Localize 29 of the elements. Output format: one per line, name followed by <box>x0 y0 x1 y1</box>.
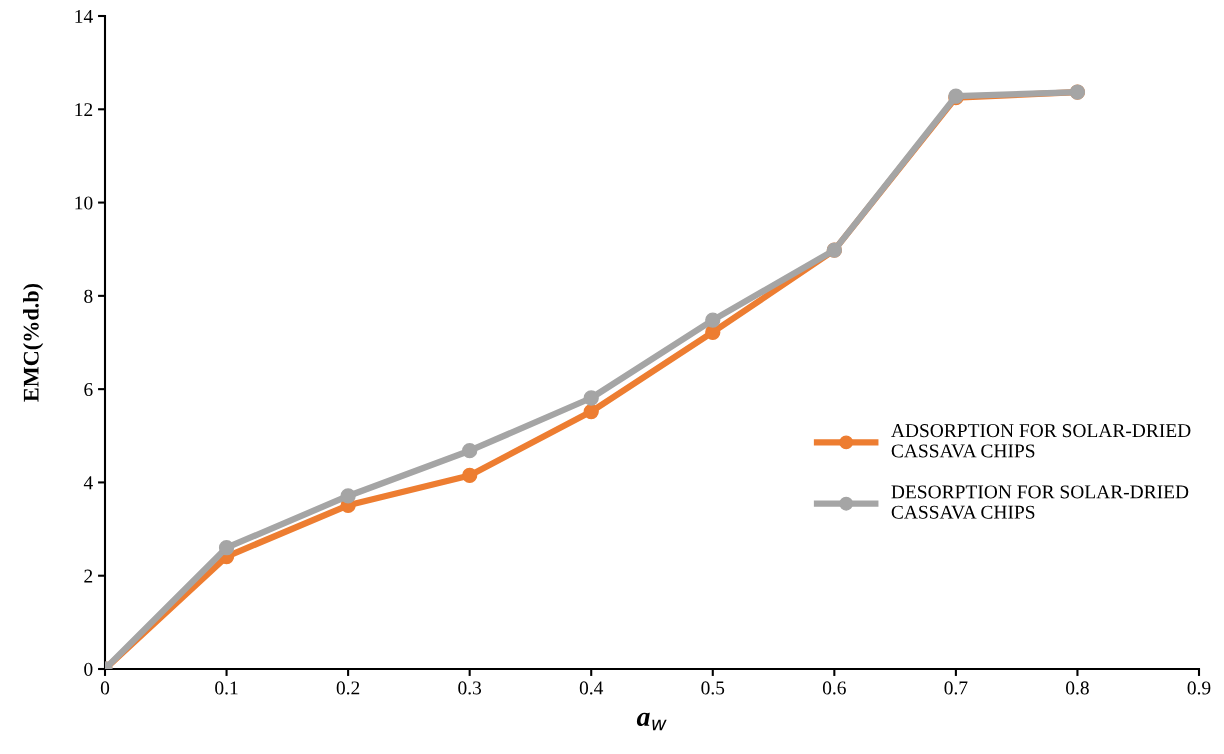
point <box>583 403 599 420</box>
y-tick-label: 4 <box>83 476 93 490</box>
x-tick-label: 0.3 <box>458 681 482 695</box>
x-tick-label: 0.8 <box>1066 681 1089 695</box>
x-tick-label: 0.9 <box>1187 681 1211 695</box>
point <box>340 488 356 504</box>
y-axis-title: EMC(%d.b) <box>23 283 44 402</box>
x-tick-label: 0.5 <box>701 681 725 695</box>
x-tick-label: 0.4 <box>579 681 604 695</box>
y-tick-label: 8 <box>84 289 93 303</box>
y-tick-label: 2 <box>84 569 93 583</box>
legend-label: DESORPTION FOR SOLAR-DRIED CASSAVA CHIPS <box>891 485 1189 519</box>
point <box>462 467 478 484</box>
legend-label: ADSORPTION FOR SOLAR-DRIED CASSAVA CHIPS <box>891 424 1191 458</box>
x-tick-label: 0.2 <box>336 681 360 695</box>
x-tick-label: 0.6 <box>822 681 846 695</box>
point <box>705 312 721 328</box>
point <box>462 443 478 459</box>
y-tick-label: 6 <box>84 383 93 397</box>
y-tick-label: 14 <box>75 9 93 23</box>
x-axis-title: a$_{w}$ <box>636 712 667 731</box>
point <box>583 390 599 406</box>
x-tick-label: 0 <box>100 681 110 695</box>
x-tick-label: 0.7 <box>944 681 968 695</box>
y-tick-label: 0 <box>84 662 93 676</box>
y-tick-label: 10 <box>75 196 93 210</box>
y-tick-label: 12 <box>75 103 93 117</box>
point <box>218 540 235 556</box>
x-tick-label: 0.1 <box>215 681 238 695</box>
